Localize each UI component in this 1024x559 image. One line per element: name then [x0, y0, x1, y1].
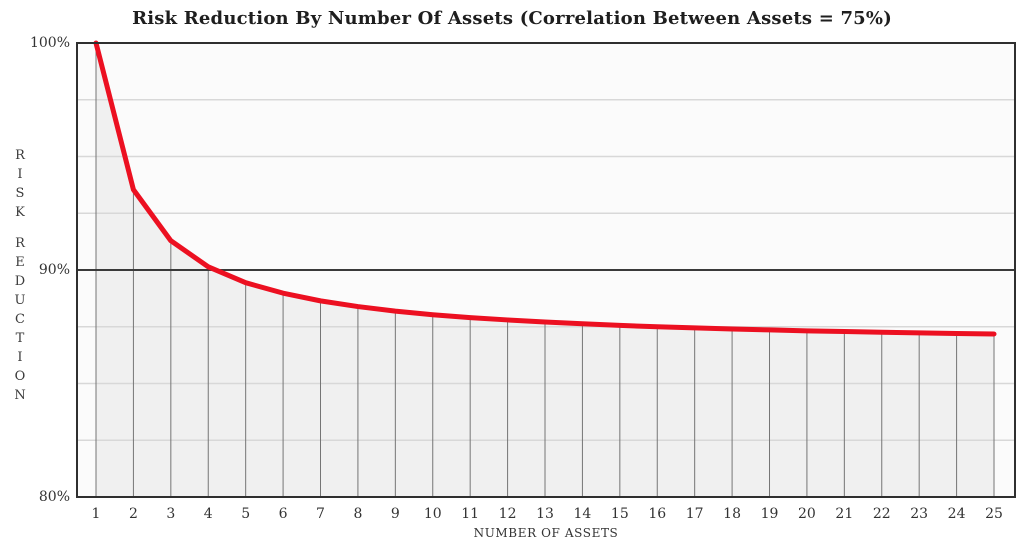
x-tick-label: 8 [353, 506, 362, 522]
y-axis-title-letter: K [15, 205, 25, 220]
y-axis-title-letter: T [15, 331, 25, 346]
y-tick-label: 100% [29, 35, 70, 51]
y-axis-title-letter: I [17, 167, 23, 182]
x-tick-label: 3 [166, 506, 175, 522]
x-tick-label: 21 [835, 506, 853, 522]
y-axis-title-letter: E [15, 255, 25, 270]
y-axis-title-letter: U [14, 293, 26, 308]
x-tick-label: 7 [316, 506, 325, 522]
x-tick-label: 15 [611, 506, 629, 522]
x-tick-label: 18 [723, 506, 741, 522]
risk-reduction-curve [93, 40, 997, 337]
x-tick-label: 13 [536, 506, 554, 522]
x-tick-label: 5 [241, 506, 250, 522]
plot-border [76, 42, 1016, 498]
y-tick-label: 90% [38, 262, 70, 278]
x-tick-label: 23 [910, 506, 928, 522]
x-tick-label: 11 [461, 506, 479, 522]
y-axis-title-letter: R [15, 148, 25, 163]
y-axis-title-letter: C [15, 312, 25, 327]
y-axis-title-letter: I [17, 350, 23, 365]
y-axis-title-letter: S [15, 186, 25, 201]
x-tick-label: 17 [686, 506, 704, 522]
x-tick-label: 6 [279, 506, 288, 522]
x-tick-label: 4 [204, 506, 213, 522]
x-tick-label: 10 [424, 506, 442, 522]
x-tick-label: 19 [761, 506, 779, 522]
y-axis-title-letter: N [14, 388, 26, 403]
x-tick-label: 24 [948, 506, 966, 522]
y-axis-title-letter: O [14, 369, 26, 384]
y-tick-label: 80% [38, 489, 70, 505]
x-tick-label: 20 [798, 506, 816, 522]
y-axis-title-letter: D [14, 274, 26, 289]
x-tick-label: 16 [648, 506, 666, 522]
x-tick-label: 25 [985, 506, 1003, 522]
x-axis-title: NUMBER OF ASSETS [473, 526, 619, 540]
x-tick-label: 22 [873, 506, 891, 522]
x-tick-label: 1 [92, 506, 101, 522]
x-tick-label: 9 [391, 506, 400, 522]
chart-title: Risk Reduction By Number Of Assets (Corr… [132, 8, 892, 29]
x-tick-label: 12 [499, 506, 517, 522]
x-tick-label: 14 [574, 506, 592, 522]
x-tick-label: 2 [129, 506, 138, 522]
y-axis-title-letter: R [15, 236, 25, 251]
